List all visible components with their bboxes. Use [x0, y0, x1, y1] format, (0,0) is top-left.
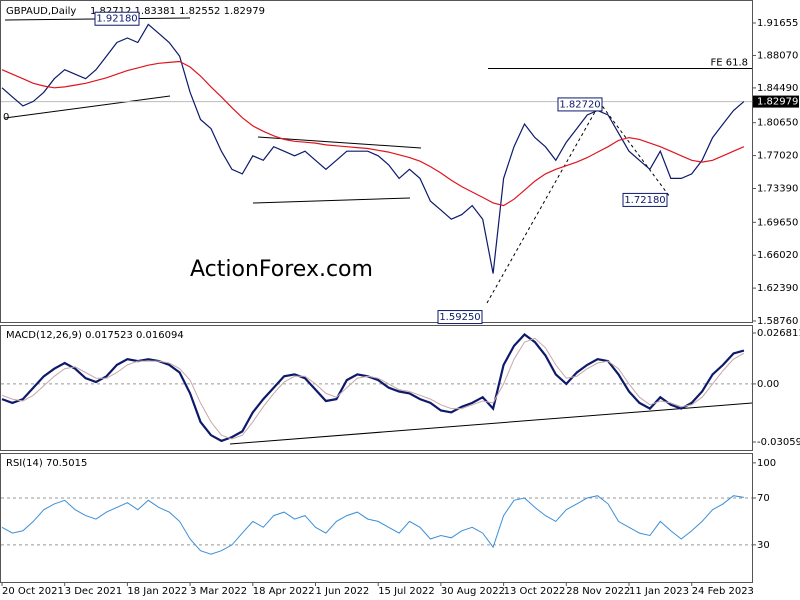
y-tick-label: 30: [757, 540, 770, 551]
price-box: [753, 95, 799, 108]
price-label: 1.82979: [757, 97, 798, 108]
y-tick-label: -0.030592: [757, 437, 800, 448]
x-tick-label: 3 Dec 2021: [65, 586, 123, 597]
annotation-box: [557, 97, 603, 112]
x-tick-label: 15 Jul 2022: [378, 586, 435, 597]
y-tick-label: 1.62390: [757, 283, 798, 294]
series-line: [1, 495, 744, 555]
trendline: [229, 402, 753, 445]
annotation-box: [437, 310, 483, 325]
ohlc-values: 1.82712 1.83381 1.82552 1.82979: [90, 6, 265, 17]
y-tick-label: 1.91655: [757, 18, 798, 29]
y-tick-label: 0.00: [757, 379, 779, 390]
x-tick-label: 30 Aug 2022: [441, 586, 505, 597]
trendline: [252, 197, 411, 204]
y-tick-label: 1.73390: [757, 183, 798, 194]
macd-panel: [0, 325, 753, 451]
series-line: [1, 333, 745, 443]
series-line: [1, 337, 745, 440]
y-tick-label: 0.026811: [757, 328, 800, 339]
x-tick-label: 18 Apr 2022: [253, 586, 315, 597]
y-tick-label: 1.84490: [757, 83, 798, 94]
chart-title: GBPAUD,Daily: [6, 6, 76, 17]
x-tick-label: 1 Jun 2022: [316, 586, 370, 597]
level-label: FE 61.8: [710, 58, 748, 69]
edge-label: 0: [3, 112, 9, 123]
x-tick-label: 11 Jan 2023: [629, 586, 689, 597]
rsi-title: RSI(14) 70.5015: [6, 458, 87, 469]
x-tick-label: 20 Oct 2021: [2, 586, 64, 597]
rsi-panel: [0, 453, 753, 583]
y-tick-label: 1.77020: [757, 151, 798, 162]
x-tick-label: 24 Feb 2023: [692, 586, 754, 597]
x-tick-label: 28 Nov 2022: [566, 586, 630, 597]
y-tick-label: 70: [757, 493, 770, 504]
annotation-label: 1.59250: [439, 312, 480, 323]
y-tick-label: 1.80650: [757, 118, 798, 129]
x-tick-label: 13 Oct 2022: [504, 586, 566, 597]
annotation-label: 1.82720: [559, 99, 600, 110]
y-tick-label: 1.88070: [757, 50, 798, 61]
trendline: [257, 136, 422, 149]
annotation-box: [94, 11, 140, 26]
annotation-box: [622, 192, 668, 207]
y-tick-label: 1.69650: [757, 217, 798, 228]
y-tick-label: 100: [757, 458, 776, 469]
x-tick-label: 18 Jan 2022: [127, 586, 187, 597]
series-line: [1, 60, 745, 207]
watermark: ActionForex.com: [190, 257, 373, 282]
annotation-label: 1.92180: [96, 14, 137, 25]
trendline: [4, 95, 171, 119]
y-tick-label: 1.58760: [757, 316, 798, 327]
series-line: [1, 23, 745, 274]
price-panel: [0, 0, 753, 323]
annotation-label: 1.72180: [624, 195, 665, 206]
macd-title: MACD(12,26,9) 0.017523 0.016094: [6, 330, 184, 341]
y-tick-label: 1.66020: [757, 250, 798, 261]
x-tick-label: 3 Mar 2022: [190, 586, 247, 597]
